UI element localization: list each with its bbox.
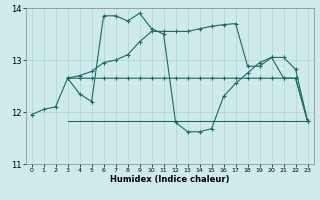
X-axis label: Humidex (Indice chaleur): Humidex (Indice chaleur) bbox=[110, 175, 229, 184]
